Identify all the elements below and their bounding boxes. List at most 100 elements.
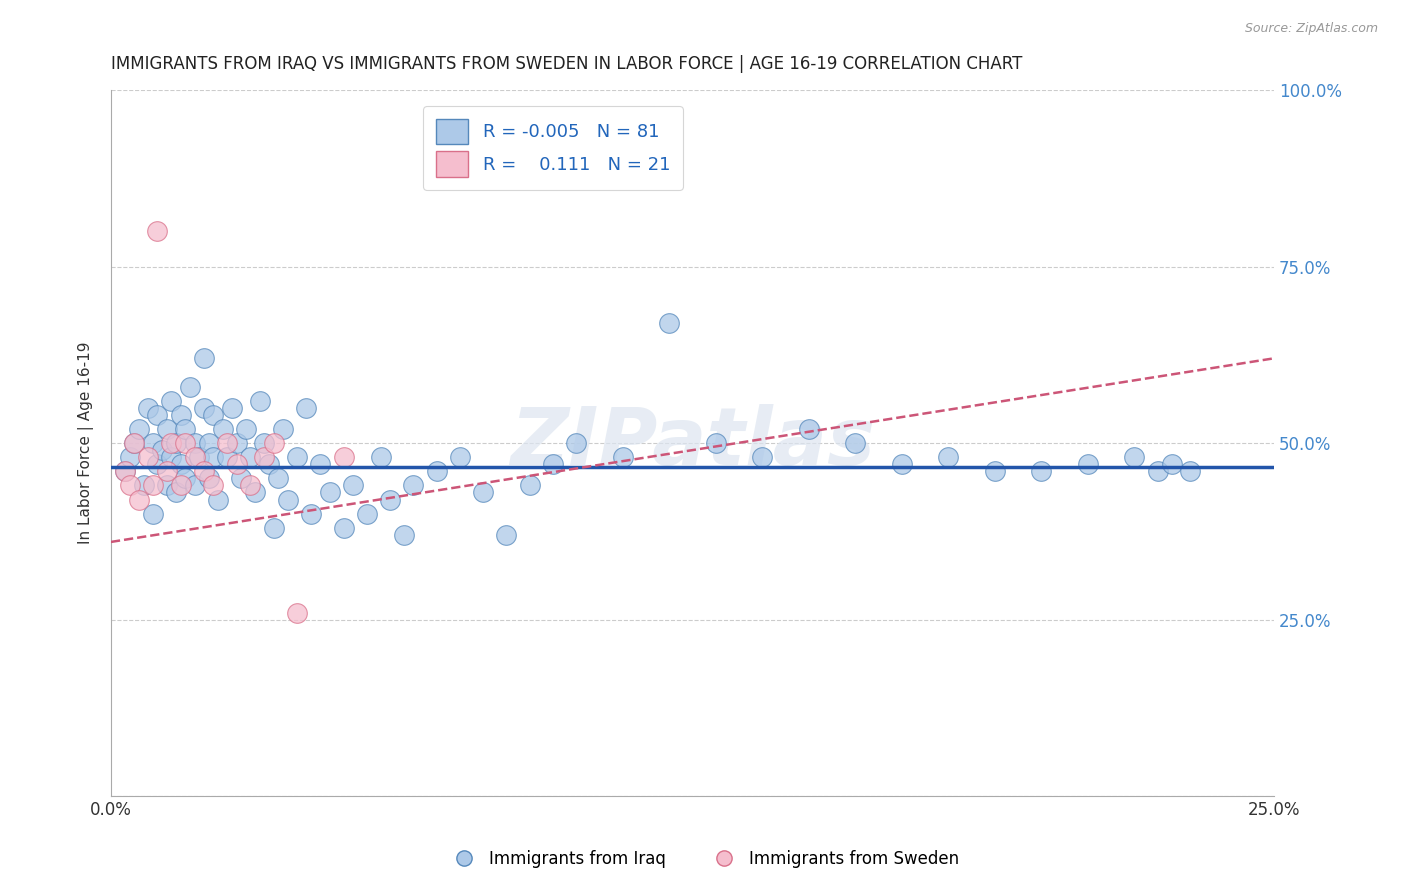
Point (253, 450, 276, 465)
Point (122, 436, 145, 450)
Point (541, 457, 564, 471)
Point (170, 478, 193, 492)
Point (156, 464, 179, 478)
Text: ZIPatlas: ZIPatlas (510, 404, 875, 482)
Point (170, 408, 193, 422)
Point (285, 450, 308, 465)
Point (136, 401, 159, 415)
Point (984, 464, 1007, 478)
Point (128, 492, 150, 507)
Point (257, 457, 280, 471)
Point (114, 464, 136, 478)
Point (243, 485, 266, 500)
Point (299, 507, 322, 521)
Point (211, 422, 233, 436)
Point (225, 436, 247, 450)
Point (519, 478, 541, 492)
Y-axis label: In Labor Force | Age 16-19: In Labor Force | Age 16-19 (79, 342, 94, 544)
Point (426, 464, 449, 478)
Point (402, 478, 425, 492)
Point (160, 450, 183, 465)
Point (165, 485, 187, 500)
Point (271, 422, 294, 436)
Point (612, 450, 634, 465)
Point (1180, 464, 1202, 478)
Point (174, 436, 197, 450)
Point (142, 507, 165, 521)
Point (309, 457, 332, 471)
Point (202, 408, 225, 422)
Point (122, 436, 145, 450)
Point (225, 457, 247, 471)
Point (146, 408, 169, 422)
Point (263, 436, 285, 450)
Point (285, 606, 308, 620)
Point (202, 450, 225, 465)
Point (160, 436, 183, 450)
Point (217, 436, 239, 450)
Point (156, 422, 179, 436)
Point (936, 450, 959, 465)
Point (174, 471, 197, 485)
Point (170, 457, 193, 471)
Point (449, 450, 471, 465)
Text: Source: ZipAtlas.com: Source: ZipAtlas.com (1244, 22, 1378, 36)
Point (797, 422, 820, 436)
Point (174, 422, 197, 436)
Point (179, 379, 201, 393)
Point (844, 436, 866, 450)
Point (890, 457, 912, 471)
Point (1160, 457, 1182, 471)
Point (197, 436, 219, 450)
Legend: R = -0.005   N = 81, R =    0.111   N = 21: R = -0.005 N = 81, R = 0.111 N = 21 (423, 106, 683, 190)
Point (370, 450, 392, 465)
Point (165, 436, 187, 450)
Point (495, 528, 517, 542)
Point (267, 471, 290, 485)
Point (150, 443, 173, 458)
Point (183, 450, 205, 465)
Point (342, 478, 364, 492)
Point (202, 478, 225, 492)
Text: IMMIGRANTS FROM IRAQ VS IMMIGRANTS FROM SWEDEN IN LABOR FORCE | AGE 16-19 CORREL: IMMIGRANTS FROM IRAQ VS IMMIGRANTS FROM … (111, 55, 1022, 73)
Point (318, 485, 340, 500)
Point (142, 478, 165, 492)
Point (565, 436, 588, 450)
Point (658, 316, 681, 330)
Point (263, 521, 285, 535)
Point (239, 450, 262, 465)
Point (277, 492, 299, 507)
Point (472, 485, 495, 500)
Point (146, 224, 169, 238)
Point (704, 436, 727, 450)
Point (136, 450, 159, 465)
Point (332, 450, 354, 465)
Point (156, 478, 179, 492)
Point (217, 450, 239, 465)
Point (1031, 464, 1053, 478)
Point (231, 471, 253, 485)
Point (356, 507, 378, 521)
Point (253, 436, 276, 450)
Point (1077, 457, 1099, 471)
Point (1123, 450, 1146, 465)
Point (378, 492, 401, 507)
Point (1146, 464, 1168, 478)
Point (295, 401, 318, 415)
Point (197, 471, 219, 485)
Point (332, 521, 354, 535)
Point (239, 478, 262, 492)
Legend: Immigrants from Iraq, Immigrants from Sweden: Immigrants from Iraq, Immigrants from Sw… (440, 844, 966, 875)
Point (132, 478, 155, 492)
Point (188, 450, 211, 465)
Point (249, 393, 271, 408)
Point (128, 422, 150, 436)
Point (235, 422, 257, 436)
Point (183, 478, 205, 492)
Point (183, 436, 205, 450)
Point (160, 393, 183, 408)
Point (118, 478, 141, 492)
Point (118, 450, 141, 465)
Point (221, 401, 243, 415)
Point (142, 436, 165, 450)
